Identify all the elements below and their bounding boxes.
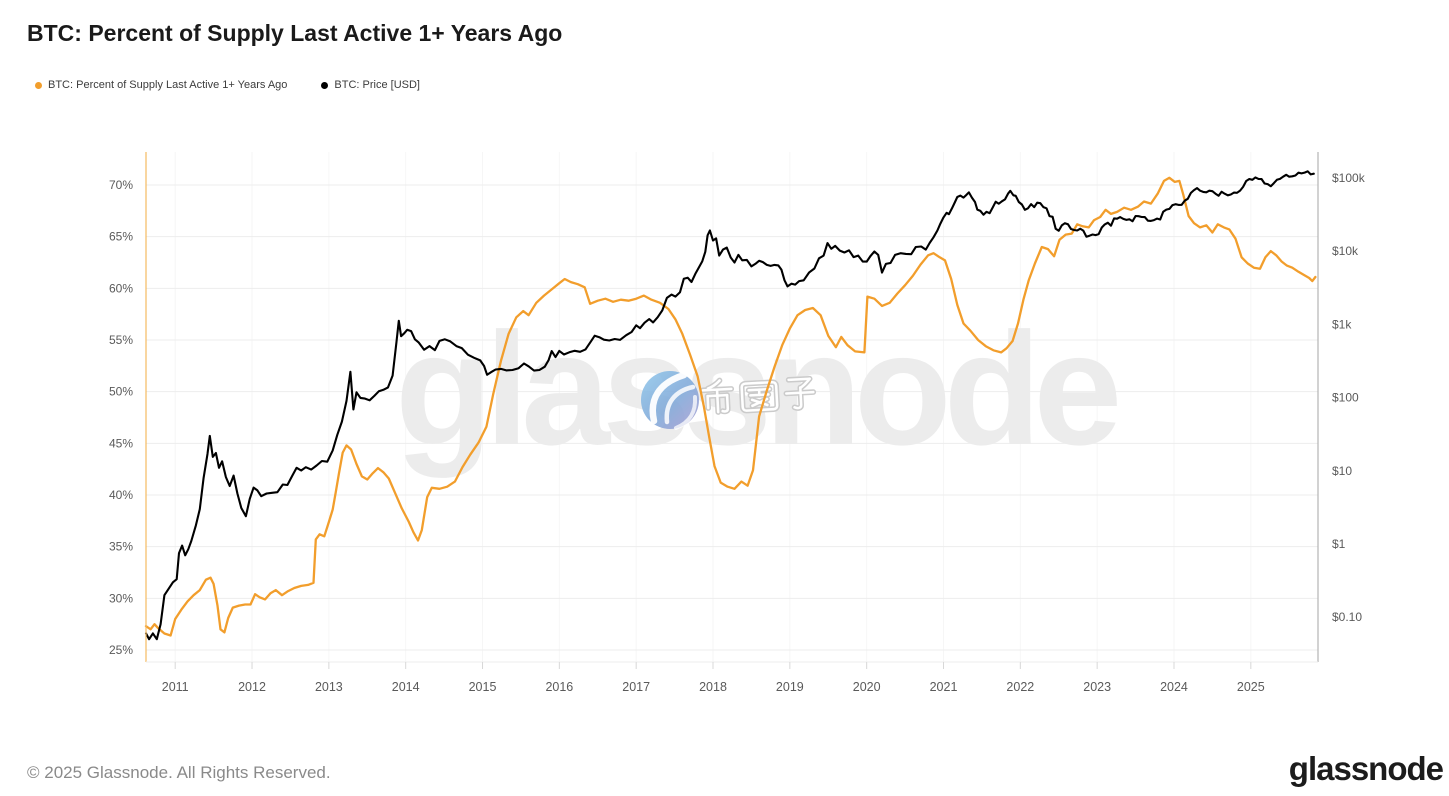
cjk-watermark [699, 375, 817, 415]
y-axis-label-right: $10 [1332, 464, 1352, 478]
x-axis-label: 2025 [1237, 680, 1265, 694]
cjk-glyph-fill [793, 386, 803, 410]
legend-item-supply[interactable]: BTC: Percent of Supply Last Active 1+ Ye… [35, 79, 287, 91]
legend-label-supply: BTC: Percent of Supply Last Active 1+ Ye… [48, 79, 288, 91]
supply-series-dot-icon [35, 81, 42, 89]
price-series-line [144, 170, 1315, 641]
y-axis-label-right: $10k [1332, 244, 1359, 258]
gridlines-layer [146, 152, 1318, 662]
cjk-glyph-fill [706, 393, 729, 398]
legend-item-price[interactable]: BTC: Price [USD] [321, 79, 420, 91]
cjk-glyph-fill [787, 377, 811, 382]
swirl-logo-icon [641, 371, 699, 430]
watermark-layer: glassnode [395, 299, 1125, 478]
glassnode-wordmark: glassnode [1288, 750, 1444, 787]
y-axis-label-right: $1 [1332, 537, 1346, 551]
x-axis-label: 2023 [1083, 680, 1111, 694]
price-series-dot-icon [321, 81, 329, 89]
x-axis-label: 2018 [699, 680, 727, 694]
x-axis-label: 2016 [545, 680, 573, 694]
page-title: BTC: Percent of Supply Last Active 1+ Ye… [27, 20, 563, 46]
x-axis-label: 2022 [1006, 680, 1034, 694]
y-axis-label-left: 40% [109, 488, 133, 502]
x-axis-label: 2017 [622, 680, 650, 694]
cjk-glyph-fill [715, 388, 720, 414]
cjk-glyph-fill [721, 393, 730, 413]
x-axis-label: 2012 [238, 680, 266, 694]
cjk-glyph-fill [799, 377, 811, 389]
x-axis-label: 2014 [392, 680, 420, 694]
y-axis-label-left: 70% [109, 178, 133, 192]
y-axis-label-left: 35% [109, 540, 133, 554]
y-axis-label-left: 55% [109, 333, 133, 347]
legend: BTC: Percent of Supply Last Active 1+ Ye… [35, 79, 420, 91]
y-axis-label-right: $100k [1332, 171, 1366, 185]
legend-label-price: BTC: Price [USD] [334, 79, 420, 91]
cjk-glyph-fill [706, 394, 710, 410]
y-axis-label-right: $1k [1332, 317, 1352, 331]
y-axis-label-left: 45% [109, 436, 133, 450]
x-axis-label: 2013 [315, 680, 343, 694]
y-axis-label-left: 65% [109, 230, 133, 244]
y-axis-label-left: 25% [109, 643, 133, 657]
x-axis-label: 2020 [853, 680, 881, 694]
y-axis-label-left: 60% [109, 281, 133, 295]
x-axis-label: 2024 [1160, 680, 1188, 694]
axes-layer: 70% 65% 60% 55% 50% 45% 40% 35% 30% 25% $100k $10k $… [109, 152, 1366, 694]
y-axis-label-right: $0.10 [1332, 610, 1362, 624]
series-layer [144, 170, 1317, 641]
supply-series-line [144, 176, 1317, 637]
y-axis-label-left: 30% [109, 591, 133, 605]
footer-copyright: © 2025 Glassnode. All Rights Reserved. [27, 763, 331, 782]
y-axis-label-right: $100 [1332, 391, 1359, 405]
x-axis-label: 2019 [776, 680, 804, 694]
y-axis-label-left: 50% [109, 385, 133, 399]
x-axis-label: 2021 [930, 680, 958, 694]
cjk-glyph-fill [706, 379, 721, 390]
cjk-glyph-fill [740, 380, 779, 412]
x-axis-label: 2011 [162, 680, 189, 694]
x-axis-label: 2015 [469, 680, 497, 694]
